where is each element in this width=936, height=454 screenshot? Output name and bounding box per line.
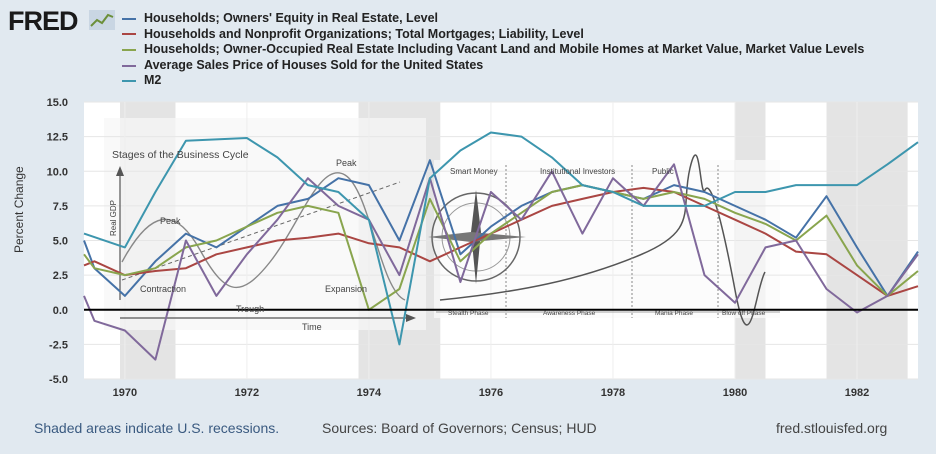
cycle-trend-line [121, 181, 401, 281]
legend-swatch [122, 17, 136, 20]
cycle-y-arrow [116, 166, 124, 176]
legend-label: Average Sales Price of Houses Sold for t… [144, 57, 484, 72]
y-tick-label: 7.5 [53, 201, 68, 213]
bubble-curve [439, 154, 766, 326]
cycle-contraction-label: Contraction [140, 284, 186, 294]
fred-logo[interactable]: FRED [8, 6, 78, 36]
y-tick-label: 10.0 [47, 166, 68, 178]
series-line [83, 131, 919, 346]
legend-label: Households; Owner-Occupied Real Estate I… [144, 42, 865, 57]
legend-label: M2 [144, 73, 162, 88]
y-tick-label: 5.0 [53, 236, 68, 248]
sources-text: Sources: Board of Governors; Census; HUD [322, 420, 597, 436]
y-tick-label: 15.0 [47, 97, 68, 109]
series-line [83, 163, 919, 361]
y-tick-label: -5.0 [49, 374, 68, 386]
legend-item[interactable]: Households; Owners' Equity in Real Estat… [122, 11, 864, 27]
mania-phase-label: Mania Phase [655, 310, 693, 317]
cycle-real-gdp-label: Real GDP [109, 200, 118, 236]
fred-logo-chart-icon [89, 10, 115, 30]
legend-swatch [122, 48, 136, 51]
blowoff-phase-label: Blow off Phase [722, 310, 766, 317]
legend-swatch [122, 64, 136, 67]
awareness-phase-label: Awareness Phase [543, 310, 596, 317]
x-tick-label: 1974 [357, 387, 382, 399]
stealth-phase-label: Stealth Phase [448, 310, 489, 317]
smart-money-label: Smart Money [450, 167, 498, 176]
site-link[interactable]: fred.stlouisfed.org [776, 420, 888, 436]
legend-swatch [122, 80, 136, 83]
legend-item[interactable]: Households; Owner-Occupied Real Estate I… [122, 42, 864, 58]
legend: Households; Owners' Equity in Real Estat… [122, 11, 864, 89]
public-label: Public [652, 167, 674, 176]
institutional-label: Institutional Investors [540, 167, 615, 176]
recession-note: Shaded areas indicate U.S. recessions. [34, 420, 280, 436]
x-tick-label: 1980 [723, 387, 747, 399]
x-tick-label: 1976 [479, 387, 503, 399]
x-tick-label: 1982 [845, 387, 869, 399]
legend-swatch [122, 33, 136, 36]
cycle-title: Stages of the Business Cycle [112, 149, 249, 161]
cycle-peak-right-label: Peak [336, 158, 357, 168]
cycle-x-arrow [406, 314, 416, 322]
legend-label: Households and Nonprofit Organizations; … [144, 26, 584, 41]
y-tick-label: 0.0 [53, 305, 68, 317]
y-tick-label: 12.5 [47, 132, 68, 144]
legend-item[interactable]: Households and Nonprofit Organizations; … [122, 27, 864, 43]
cycle-wave [121, 172, 406, 301]
y-tick-label: -2.5 [49, 339, 68, 351]
x-tick-label: 1972 [235, 387, 259, 399]
cycle-expansion-label: Expansion [325, 284, 367, 294]
compass-needle-ew [428, 232, 526, 242]
legend-item[interactable]: M2 [122, 73, 864, 89]
y-tick-label: 2.5 [53, 270, 68, 282]
cycle-time-label: Time [302, 322, 322, 332]
x-tick-label: 1978 [601, 387, 625, 399]
legend-label: Households; Owners' Equity in Real Estat… [144, 11, 439, 25]
cycle-peak-left-label: Peak [160, 216, 181, 226]
series-line [83, 184, 919, 311]
cycle-trough-label: Trough [236, 304, 264, 314]
legend-item[interactable]: Average Sales Price of Houses Sold for t… [122, 58, 864, 74]
x-tick-label: 1970 [113, 387, 137, 399]
